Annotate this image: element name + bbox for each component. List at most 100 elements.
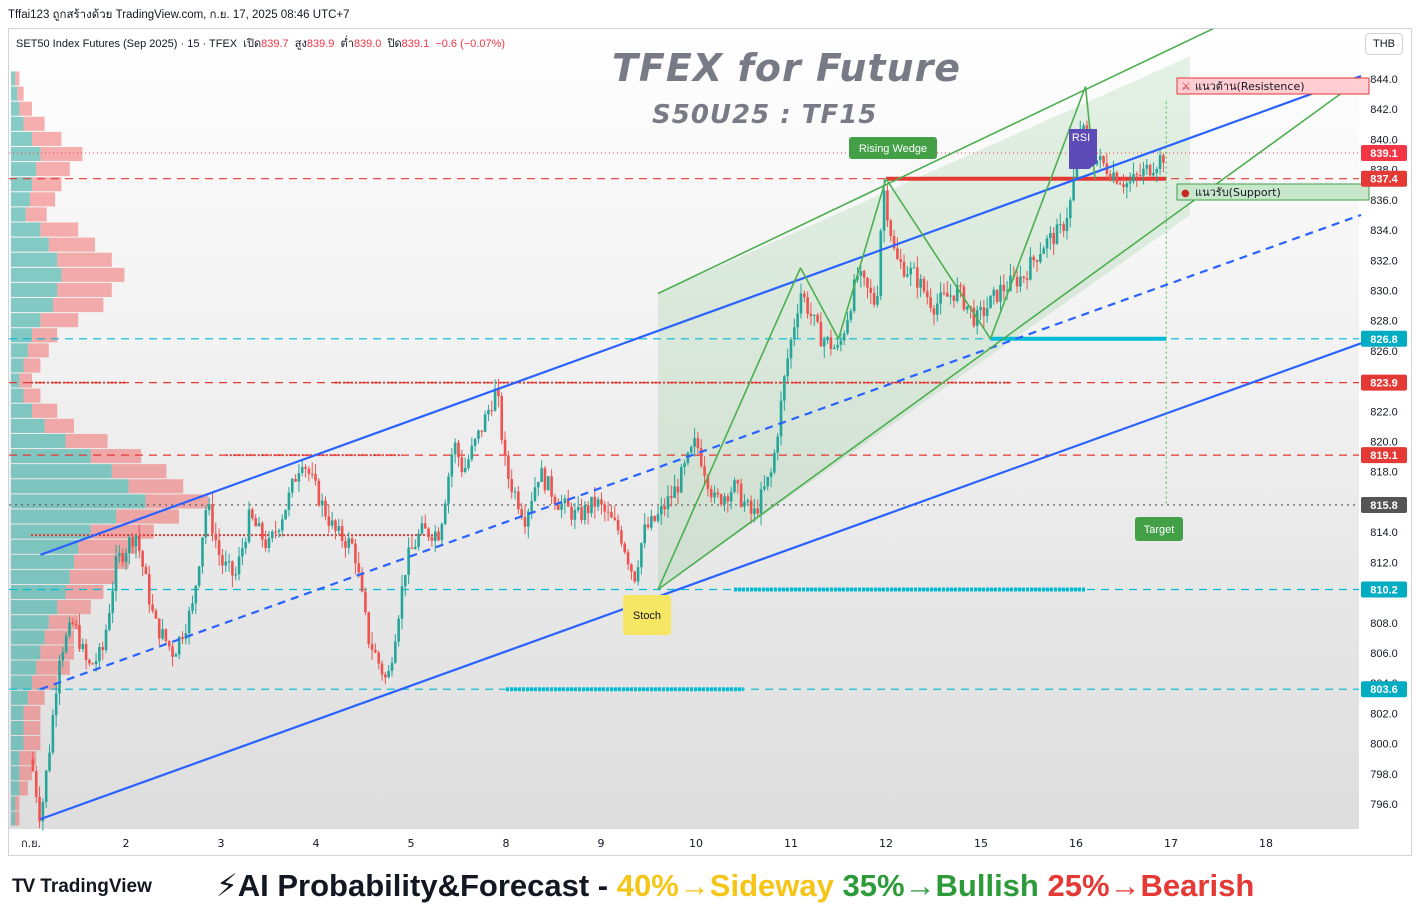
time-tick-label: 4 bbox=[313, 837, 320, 850]
candle-body bbox=[387, 670, 390, 678]
rsi-tag[interactable]: RSI bbox=[1069, 129, 1097, 169]
wedge-leg-3[interactable] bbox=[837, 178, 887, 340]
volume-profile-down-bar bbox=[128, 479, 184, 494]
channel-upper-line[interactable] bbox=[40, 74, 1362, 556]
candle-body bbox=[1039, 253, 1042, 262]
volume-profile-up-bar bbox=[11, 600, 58, 615]
time-tick-label: 16 bbox=[1069, 837, 1083, 850]
candle-body bbox=[1059, 224, 1062, 226]
volume-profile-down-bar bbox=[65, 433, 108, 449]
volume-profile-down-bar bbox=[32, 403, 58, 418]
stoch-tag[interactable]: Stoch bbox=[623, 595, 671, 635]
volume-profile-up-bar bbox=[11, 796, 16, 811]
candle-body bbox=[1002, 284, 1006, 291]
candle-body bbox=[384, 674, 387, 678]
candle-body bbox=[1035, 260, 1039, 262]
candle-body bbox=[147, 574, 151, 605]
candle-body bbox=[560, 503, 563, 510]
price-tick-label: 844.0 bbox=[1370, 74, 1398, 86]
volume-profile-up-bar bbox=[11, 811, 16, 826]
wedge-upper-line[interactable] bbox=[657, 29, 1219, 295]
candle-body bbox=[231, 561, 234, 576]
support-text: แนวรับ(Support) bbox=[1195, 186, 1281, 199]
volume-profile-down-bar bbox=[23, 388, 41, 403]
chart-panel[interactable]: Rising Wedge Target Stoch RSI ⚔ แนวต้าน(Resis… bbox=[8, 28, 1412, 856]
wedge-leg-5[interactable] bbox=[989, 86, 1087, 340]
candle-body bbox=[590, 496, 593, 514]
wedge-leg-2[interactable] bbox=[799, 267, 840, 340]
candle-body bbox=[922, 278, 926, 292]
forecast-banner: ⚡AI Probability&Forecast - 40%→Sideway 3… bbox=[216, 868, 1254, 904]
candle-body bbox=[1132, 174, 1135, 182]
price-tick-label: 842.0 bbox=[1370, 104, 1398, 116]
candle-body bbox=[34, 770, 38, 797]
time-axis[interactable]: ก.ย. 2 3 4 5 8 9 10 11 12 15 16 17 18 bbox=[21, 837, 1273, 850]
volume-profile-down-bar bbox=[32, 177, 62, 192]
price-label-last[interactable]: 839.1 bbox=[1361, 145, 1407, 162]
volume-profile-up-bar bbox=[11, 720, 24, 736]
volume-profile-up-bar bbox=[11, 131, 32, 146]
candle-body bbox=[766, 476, 770, 487]
candle-body bbox=[939, 292, 942, 304]
candle-body bbox=[467, 459, 470, 468]
target-tag-label: Target bbox=[1144, 524, 1175, 536]
wedge-lower-line[interactable] bbox=[657, 78, 1362, 591]
candle-body bbox=[480, 430, 484, 432]
price-label-red[interactable]: 823.9 bbox=[1361, 374, 1407, 391]
candle-body bbox=[676, 486, 680, 493]
candle-body bbox=[88, 659, 91, 664]
price-label-red[interactable]: 837.4 bbox=[1361, 170, 1407, 187]
candle-body bbox=[280, 519, 284, 531]
target-tag[interactable]: Target bbox=[1135, 517, 1183, 541]
price-label-dark[interactable]: 815.8 bbox=[1361, 496, 1407, 513]
candle-body bbox=[297, 472, 301, 482]
watermark-title: TFEX for Future bbox=[612, 46, 962, 90]
wedge-leg-1[interactable] bbox=[657, 267, 802, 590]
candle-body bbox=[1015, 276, 1019, 287]
candle-body bbox=[274, 531, 277, 533]
currency-button[interactable]: THB bbox=[1365, 33, 1403, 55]
price-tick-label: 834.0 bbox=[1370, 225, 1398, 237]
candle-body bbox=[739, 483, 743, 507]
time-tick-label: 9 bbox=[598, 837, 605, 850]
candle-body bbox=[407, 547, 410, 575]
candle-body bbox=[640, 543, 643, 568]
chart-background bbox=[9, 29, 1411, 855]
price-label-cyan[interactable]: 826.8 bbox=[1361, 330, 1407, 347]
resistance-label[interactable]: ⚔ แนวต้าน(Resistence) bbox=[1176, 77, 1370, 95]
chart-canvas[interactable]: Rising Wedge Target Stoch RSI ⚔ แนวต้าน(Resis… bbox=[9, 29, 1412, 856]
price-label-text: 803.6 bbox=[1370, 684, 1398, 696]
price-tick-label: 830.0 bbox=[1370, 285, 1398, 297]
price-label-cyan[interactable]: 803.6 bbox=[1361, 681, 1407, 698]
candle-body bbox=[789, 339, 793, 359]
price-label-cyan[interactable]: 810.2 bbox=[1361, 581, 1407, 598]
price-axis-panel[interactable] bbox=[1359, 29, 1412, 856]
tradingview-logo[interactable]: TV TradingView bbox=[12, 876, 152, 898]
volume-profile-up-bar bbox=[11, 464, 112, 479]
price-axis[interactable]: 796.0798.0800.0802.0804.0806.0808.0810.0… bbox=[1361, 74, 1407, 811]
volume-profile-down-bar bbox=[40, 146, 83, 162]
rising-wedge-tag[interactable]: Rising Wedge bbox=[849, 137, 937, 159]
candle-body bbox=[1142, 168, 1145, 176]
candle-body bbox=[1155, 168, 1159, 174]
chart-attribution: Tffai123 ถูกสร้างด้วย TradingView.com, ก… bbox=[8, 9, 350, 21]
candle-body bbox=[1032, 256, 1036, 261]
volume-profile-up-bar bbox=[11, 71, 16, 86]
wedge-leg-4[interactable] bbox=[885, 178, 992, 340]
candle-body bbox=[271, 531, 274, 539]
volume-profile-up-bar bbox=[11, 403, 32, 418]
change-value: −0.6 (−0.07%) bbox=[435, 38, 506, 50]
volume-profile-down-bar bbox=[90, 449, 142, 464]
candle-body bbox=[899, 258, 903, 262]
candle-body bbox=[94, 661, 98, 665]
volume-profile-down-bar bbox=[53, 298, 104, 313]
time-axis-panel[interactable] bbox=[9, 829, 1359, 856]
candle-body bbox=[433, 531, 437, 541]
price-label-red[interactable]: 819.1 bbox=[1361, 447, 1407, 464]
candle-body bbox=[261, 523, 264, 540]
channel-mid-line[interactable] bbox=[40, 213, 1362, 691]
channel-lower-line[interactable] bbox=[40, 342, 1362, 821]
support-label[interactable]: ● แนวรับ(Support) bbox=[1176, 183, 1370, 201]
candle-body bbox=[716, 492, 720, 495]
volume-profile-up-bar bbox=[11, 282, 58, 298]
